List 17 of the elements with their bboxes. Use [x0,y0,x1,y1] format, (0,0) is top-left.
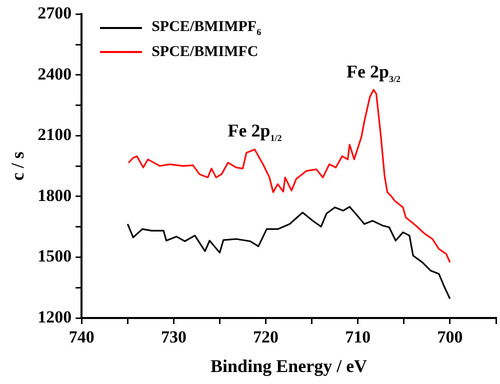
y-tick-label: 2100 [38,125,72,144]
y-tick-label: 1200 [38,307,72,326]
x-tick-label: 720 [253,328,279,347]
y-axis-title: c / s [7,152,28,181]
y-tick-label: 1800 [38,186,72,205]
legend-label: SPCE/BMIMPF$_{6}$ [152,19,262,38]
x-tick-label: 700 [437,328,463,347]
x-tick-label: 710 [345,328,371,347]
x-tick-label: 740 [68,328,94,347]
x-tick-label: 730 [160,328,186,347]
x-axis-title: Binding Energy / eV [210,356,368,376]
annotation: Fe 2p$_{1/2}$ [228,120,282,144]
y-tick-label: 1500 [38,246,72,266]
y-tick-label: 2700 [38,4,72,23]
annotation: Fe 2p$_{3/2}$ [346,61,401,84]
y-tick-label: 2400 [38,64,72,84]
legend-label: SPCE/BMIMFC [152,44,258,61]
